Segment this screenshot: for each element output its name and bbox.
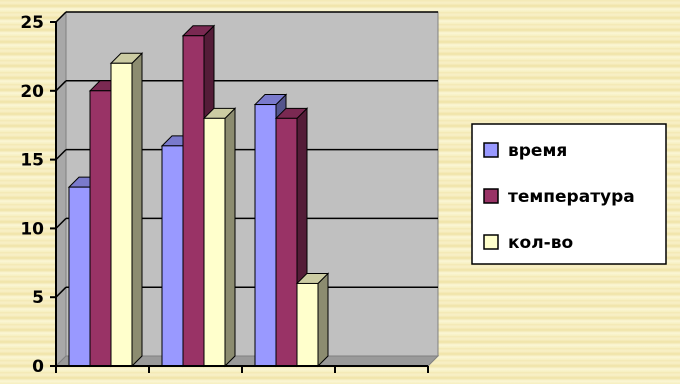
bar <box>295 272 330 368</box>
legend-swatch-0 <box>483 142 499 158</box>
bar-front <box>110 62 133 367</box>
bar-front <box>296 282 319 367</box>
gridline-side <box>55 80 67 92</box>
bar-side <box>224 107 236 368</box>
plot-side-wall <box>55 10 67 368</box>
bar-front <box>161 145 184 367</box>
y-tick-label: 10 <box>20 219 44 239</box>
y-tick-label: 5 <box>32 288 44 308</box>
legend-swatch-2 <box>483 234 499 250</box>
bar-front <box>254 104 277 367</box>
legend-label-1: температура <box>508 187 635 207</box>
legend-label-0: время <box>508 141 567 161</box>
bar-front <box>203 117 226 367</box>
bar-front <box>182 35 205 367</box>
y-axis: 0 5 10 15 20 25 <box>20 13 56 377</box>
legend-box <box>471 123 667 265</box>
y-tick-label: 25 <box>20 13 44 33</box>
gridline-side <box>55 217 67 229</box>
bar <box>202 107 237 368</box>
bar-side <box>131 52 143 368</box>
legend-label-2: кол-во <box>508 233 573 253</box>
bar-front <box>89 90 112 367</box>
bar <box>109 52 144 368</box>
gridline-side <box>55 11 67 23</box>
gridline-side <box>55 149 67 161</box>
bar-front <box>275 117 298 367</box>
x-axis <box>55 366 429 373</box>
y-tick-label: 0 <box>32 357 44 377</box>
y-tick-label: 15 <box>20 151 44 171</box>
bar-side <box>317 272 329 368</box>
legend-swatch-1 <box>483 188 499 204</box>
gridline-side <box>55 286 67 298</box>
legend: время температура кол-во <box>471 123 667 265</box>
bars <box>67 24 330 368</box>
bar-front <box>68 186 91 367</box>
y-tick-label: 20 <box>20 82 44 102</box>
